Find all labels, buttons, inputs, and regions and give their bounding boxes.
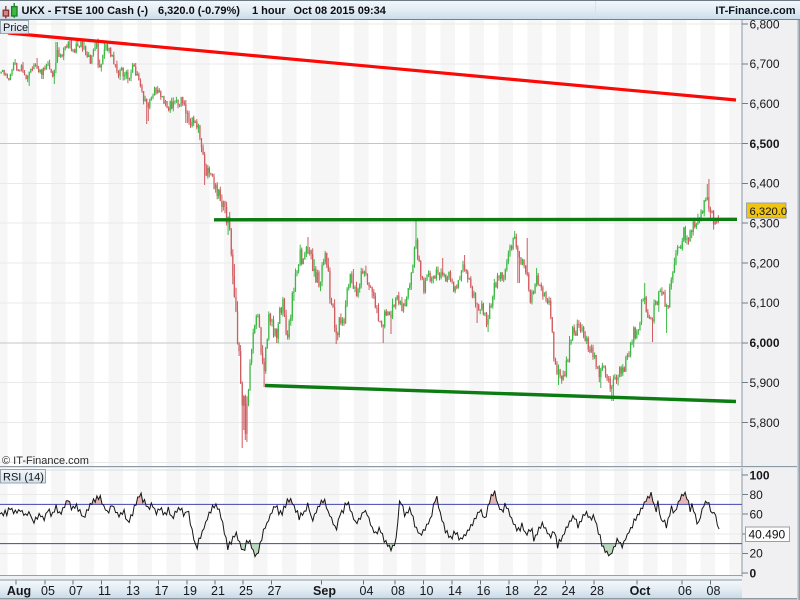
svg-text:0: 0 — [750, 566, 757, 580]
svg-text:6,300: 6,300 — [750, 217, 780, 231]
svg-text:08: 08 — [391, 584, 405, 598]
svg-text:11: 11 — [98, 584, 111, 598]
svg-text:27: 27 — [268, 584, 282, 598]
svg-text:19: 19 — [183, 584, 197, 598]
svg-text:08: 08 — [707, 584, 721, 598]
svg-text:© IT-Finance.com: © IT-Finance.com — [2, 455, 89, 467]
svg-text:6,100: 6,100 — [750, 296, 780, 310]
svg-text:5,800: 5,800 — [750, 416, 780, 430]
svg-text:6,320.0: 6,320.0 — [750, 206, 788, 218]
svg-text:Oct 08 2015 09:34: Oct 08 2015 09:34 — [294, 5, 387, 17]
svg-text:60: 60 — [750, 508, 764, 522]
svg-text:6,320.0 (-0.79%): 6,320.0 (-0.79%) — [158, 5, 240, 17]
svg-text:10: 10 — [420, 584, 434, 598]
svg-text:04: 04 — [360, 584, 374, 598]
svg-text:13: 13 — [126, 584, 140, 598]
svg-text:16: 16 — [477, 584, 491, 598]
svg-text:Sep: Sep — [313, 584, 336, 598]
svg-text:05: 05 — [41, 584, 55, 598]
svg-text:5,900: 5,900 — [750, 376, 780, 390]
svg-text:20: 20 — [750, 547, 764, 561]
svg-text:22: 22 — [534, 584, 548, 598]
svg-text:28: 28 — [590, 584, 604, 598]
svg-text:1 hour: 1 hour — [252, 5, 286, 17]
svg-text:24: 24 — [562, 584, 576, 598]
svg-text:25: 25 — [239, 584, 253, 598]
svg-text:80: 80 — [750, 488, 764, 502]
svg-text:17: 17 — [155, 584, 169, 598]
svg-text:07: 07 — [69, 584, 83, 598]
svg-text:Oct: Oct — [630, 584, 652, 598]
svg-text:6,600: 6,600 — [750, 97, 780, 111]
svg-text:6,500: 6,500 — [750, 137, 780, 151]
svg-text:Price: Price — [3, 22, 28, 34]
svg-text:18: 18 — [505, 584, 519, 598]
svg-text:100: 100 — [750, 468, 770, 482]
svg-text:6,000: 6,000 — [750, 336, 780, 350]
svg-text:6,400: 6,400 — [750, 177, 780, 191]
svg-text:6,200: 6,200 — [750, 256, 780, 270]
svg-text:6,700: 6,700 — [750, 57, 780, 71]
svg-text:RSI (14): RSI (14) — [3, 472, 44, 484]
svg-text:40.490: 40.490 — [749, 528, 786, 542]
svg-text:06: 06 — [678, 584, 692, 598]
svg-text:14: 14 — [448, 584, 462, 598]
svg-text:21: 21 — [211, 584, 225, 598]
svg-text:6,800: 6,800 — [750, 17, 780, 31]
svg-text:UKX - FTSE 100 Cash (-): UKX - FTSE 100 Cash (-) — [22, 5, 149, 17]
svg-text:IT-Finance.com: IT-Finance.com — [715, 5, 795, 17]
svg-text:Aug: Aug — [7, 584, 31, 598]
